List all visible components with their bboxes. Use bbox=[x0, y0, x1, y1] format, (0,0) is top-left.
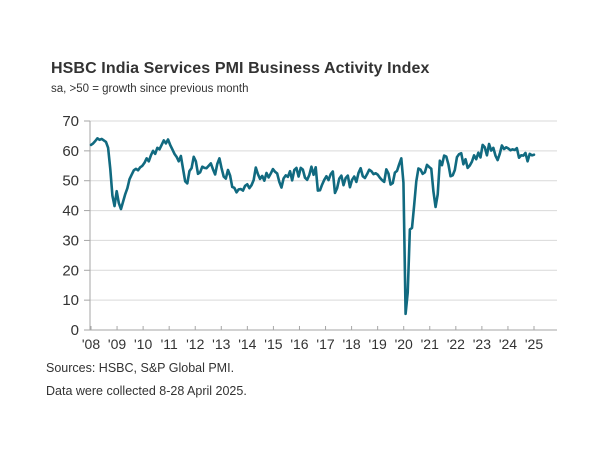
x-axis-label: '14 bbox=[238, 336, 256, 352]
x-axis-label: '15 bbox=[264, 336, 282, 352]
x-axis-label: '17 bbox=[316, 336, 334, 352]
pmi-series-line bbox=[89, 137, 536, 316]
y-axis-label: 60 bbox=[62, 143, 79, 160]
x-axis-label: '10 bbox=[134, 336, 152, 352]
x-axis-label: '24 bbox=[499, 336, 517, 352]
x-axis-label: '23 bbox=[473, 336, 491, 352]
x-axis-label: '22 bbox=[447, 336, 465, 352]
x-axis-label: '13 bbox=[212, 336, 230, 352]
collection-note-text: Data were collected 8-28 April 2025. bbox=[46, 384, 247, 398]
x-axis-label: '25 bbox=[525, 336, 543, 352]
y-axis-label: 0 bbox=[71, 322, 79, 339]
x-axis-label: '16 bbox=[290, 336, 308, 352]
y-axis-label: 40 bbox=[62, 203, 79, 220]
x-axis-label: '18 bbox=[342, 336, 360, 352]
y-axis-label: 20 bbox=[62, 262, 79, 279]
chart-subtitle: sa, >50 = growth since previous month bbox=[51, 83, 249, 95]
x-axis-label: '11 bbox=[161, 336, 178, 352]
y-axis-label: 70 bbox=[62, 113, 79, 130]
y-axis-label: 50 bbox=[62, 173, 79, 190]
sources-text: Sources: HSBC, S&P Global PMI. bbox=[46, 361, 235, 375]
chart-title: HSBC India Services PMI Business Activit… bbox=[51, 60, 430, 77]
x-axis-label: '21 bbox=[421, 336, 439, 352]
x-axis-label: '19 bbox=[369, 336, 387, 352]
y-axis-label: 10 bbox=[62, 292, 79, 309]
x-axis-label: '09 bbox=[108, 336, 126, 352]
x-axis-label: '20 bbox=[395, 336, 413, 352]
x-axis-label: '12 bbox=[186, 336, 204, 352]
x-axis-label: '08 bbox=[82, 336, 100, 352]
y-axis-label: 30 bbox=[62, 232, 79, 249]
